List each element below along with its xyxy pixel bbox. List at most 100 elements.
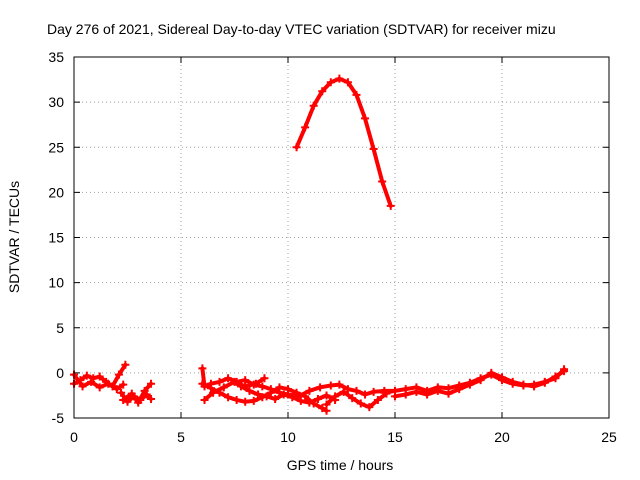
y-tick-label: 10 xyxy=(48,275,64,291)
data-point xyxy=(508,377,517,386)
y-tick-label: 25 xyxy=(48,139,64,155)
y-tick-label: 35 xyxy=(48,49,64,65)
data-point xyxy=(560,367,569,376)
data-point xyxy=(241,382,250,391)
data-point xyxy=(444,389,453,398)
y-tick-label: -5 xyxy=(52,410,65,426)
data-point xyxy=(279,390,288,399)
data-point xyxy=(114,370,123,379)
data-point xyxy=(322,400,331,409)
data-point xyxy=(343,385,352,394)
data-point xyxy=(423,390,432,399)
data-point xyxy=(401,390,410,399)
data-point xyxy=(262,392,271,401)
data-point xyxy=(365,403,374,412)
data-point xyxy=(224,393,233,402)
data-point xyxy=(318,404,327,413)
y-tick-label: 0 xyxy=(56,365,64,381)
x-tick-label: 5 xyxy=(177,429,185,445)
data-point xyxy=(391,392,399,401)
data-point xyxy=(78,382,87,391)
data-point xyxy=(343,78,352,87)
series-line xyxy=(294,76,393,208)
y-tick-label: 5 xyxy=(56,320,64,336)
data-point xyxy=(271,395,280,404)
data-point xyxy=(487,368,496,377)
data-point xyxy=(134,398,143,407)
data-point xyxy=(335,74,344,83)
data-point xyxy=(198,379,207,388)
data-point xyxy=(147,395,156,404)
data-point xyxy=(206,384,215,393)
data-point xyxy=(288,393,297,402)
data-point xyxy=(318,87,327,96)
data-point xyxy=(465,380,474,389)
data-point xyxy=(241,397,250,406)
data-point xyxy=(292,388,301,397)
data-point xyxy=(95,372,104,381)
data-point xyxy=(326,381,335,390)
data-point xyxy=(380,388,389,397)
data-point xyxy=(292,143,301,152)
data-point xyxy=(313,395,322,404)
data-point xyxy=(316,383,325,392)
x-tick-label: 25 xyxy=(601,429,617,445)
x-tick-label: 15 xyxy=(387,429,403,445)
data-point xyxy=(87,377,96,386)
grid-lines xyxy=(74,57,609,418)
data-point xyxy=(348,394,357,403)
data-point xyxy=(147,379,156,388)
data-point xyxy=(245,386,254,395)
x-axis-label: GPS time / hours xyxy=(287,457,394,473)
data-point xyxy=(140,386,149,395)
data-point xyxy=(104,379,113,388)
y-tick-label: 15 xyxy=(48,230,64,246)
data-point xyxy=(361,114,370,123)
series-prn-peak xyxy=(292,74,395,210)
data-point xyxy=(284,385,292,394)
data-point xyxy=(251,379,260,388)
data-point xyxy=(119,380,128,389)
data-point xyxy=(369,387,378,396)
data-point xyxy=(249,396,258,405)
series-prn-k xyxy=(391,367,569,401)
data-point xyxy=(498,373,506,382)
data-point xyxy=(200,395,209,404)
data-point xyxy=(209,388,218,397)
data-point xyxy=(369,145,378,154)
x-tick-label: 20 xyxy=(494,429,510,445)
data-point xyxy=(95,383,104,392)
data-point xyxy=(326,78,335,87)
data-point xyxy=(455,385,464,394)
data-point xyxy=(352,386,361,395)
data-point xyxy=(378,177,387,186)
data-point xyxy=(309,101,318,110)
data-point xyxy=(433,386,442,395)
data-point xyxy=(112,385,121,394)
data-point xyxy=(121,360,130,369)
data-point xyxy=(260,374,269,383)
data-point xyxy=(339,387,348,396)
data-point xyxy=(215,377,224,386)
data-point xyxy=(82,371,91,380)
data-point xyxy=(127,389,136,398)
data-point xyxy=(335,380,344,389)
data-series xyxy=(70,74,569,415)
data-point xyxy=(254,390,263,399)
data-point xyxy=(219,383,228,392)
data-point xyxy=(361,390,370,399)
series-prn-d xyxy=(119,379,156,407)
data-point xyxy=(301,392,310,401)
data-point xyxy=(230,377,239,386)
data-point xyxy=(296,396,305,405)
series-prn-h xyxy=(200,374,269,404)
x-tick-label: 0 xyxy=(70,429,78,445)
data-point xyxy=(386,201,395,210)
data-point xyxy=(275,383,284,392)
data-point xyxy=(301,123,310,132)
data-point xyxy=(551,372,560,381)
data-point xyxy=(352,90,361,99)
axis-ticks: -5 0 5 10 15 20 25 30 35 0 5 10 15 20 25 xyxy=(48,49,617,445)
data-point xyxy=(224,374,233,383)
